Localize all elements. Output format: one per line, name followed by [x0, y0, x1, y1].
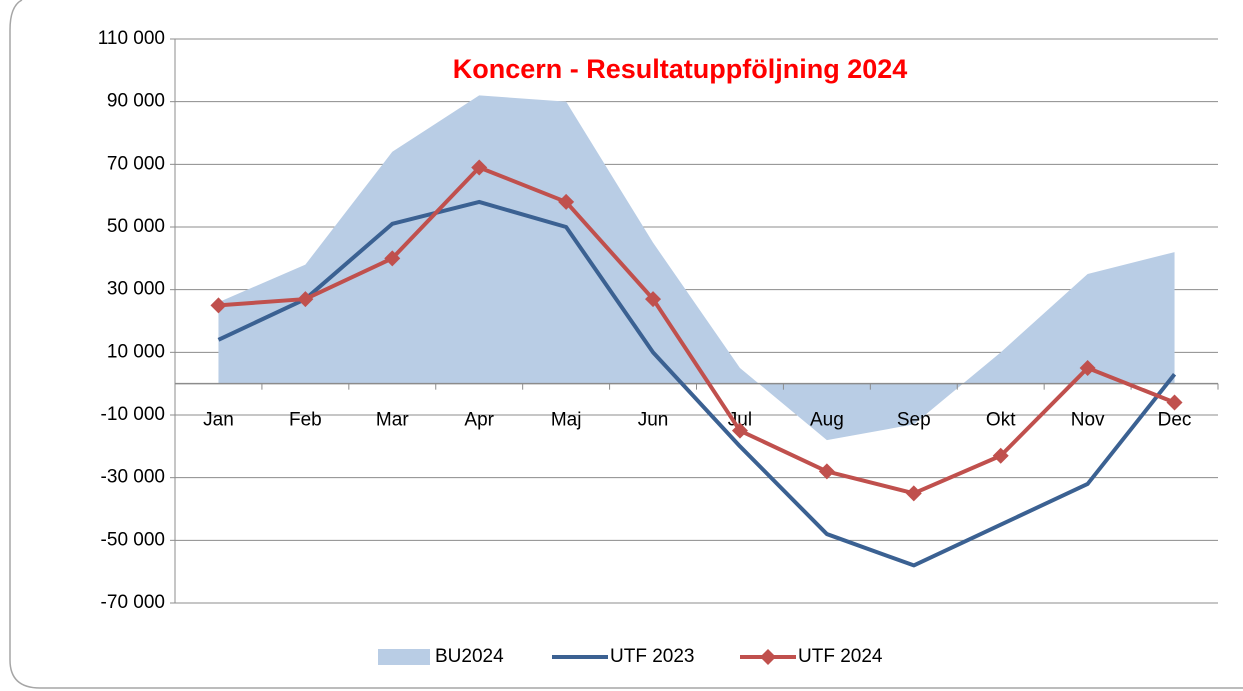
marker: [297, 291, 314, 308]
y-tick-label: -70 000: [101, 592, 165, 613]
x-tick-label: Sep: [897, 410, 931, 431]
legend-label: UTF 2023: [610, 646, 694, 667]
marker: [1166, 394, 1183, 411]
line: [217, 199, 1177, 568]
y-tick-label: 70 000: [107, 153, 165, 174]
marker: [558, 193, 575, 210]
x-tick-label: Mar: [376, 410, 409, 431]
legend-marker: [760, 649, 776, 665]
legend-label: BU2024: [435, 646, 504, 667]
y-tick-label: 10 000: [107, 341, 165, 362]
y-tick-label: -30 000: [101, 467, 165, 488]
y-tick-label: 50 000: [107, 216, 165, 237]
x-tick-label: Maj: [551, 410, 582, 431]
marker: [210, 297, 227, 314]
x-tick-label: Dec: [1158, 410, 1192, 431]
marker: [1079, 360, 1096, 376]
y-tick-label: -10 000: [101, 404, 165, 425]
x-tick-label: Jan: [203, 410, 234, 431]
line: [218, 165, 1176, 496]
legend-swatch: [378, 649, 430, 665]
marker: [992, 447, 1009, 464]
x-tick-label: Aug: [810, 410, 844, 431]
plot-area: -70 000 -50 000 -30 000 -10 000 10 000 30 000…: [98, 28, 1219, 613]
x-tick-label: Nov: [1071, 410, 1105, 431]
y-tick-label: 110 000: [98, 28, 165, 49]
marker: [645, 291, 662, 308]
chart-frame: [9, 0, 1243, 689]
x-tick-label: Jul: [728, 410, 752, 431]
x-tick-label: Jun: [638, 410, 669, 431]
y-tick-label: 30 000: [107, 279, 165, 300]
y-tick-label: -50 000: [101, 529, 165, 550]
x-tick-label: Apr: [464, 410, 494, 431]
marker: [818, 463, 835, 480]
marker: [384, 250, 401, 267]
x-tick-label: Feb: [289, 410, 322, 431]
chart-title: Koncern - Resultatuppföljning 2024: [453, 54, 908, 84]
y-tick-label: 90 000: [107, 91, 165, 112]
marker: [471, 159, 488, 176]
marker: [905, 485, 922, 502]
legend-label: UTF 2024: [798, 646, 883, 667]
x-tick-label: Okt: [986, 410, 1016, 431]
marker: [731, 422, 748, 439]
area: [218, 95, 1175, 441]
